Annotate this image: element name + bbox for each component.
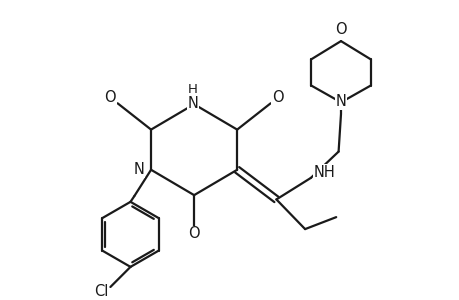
Text: N: N <box>335 94 346 109</box>
Text: N: N <box>187 96 198 111</box>
Text: H: H <box>188 83 198 96</box>
Text: O: O <box>188 226 200 242</box>
Text: O: O <box>335 22 346 37</box>
Text: N: N <box>134 162 144 177</box>
Text: NH: NH <box>313 165 335 180</box>
Text: Cl: Cl <box>94 284 108 299</box>
Text: O: O <box>104 90 116 105</box>
Text: O: O <box>271 90 283 105</box>
